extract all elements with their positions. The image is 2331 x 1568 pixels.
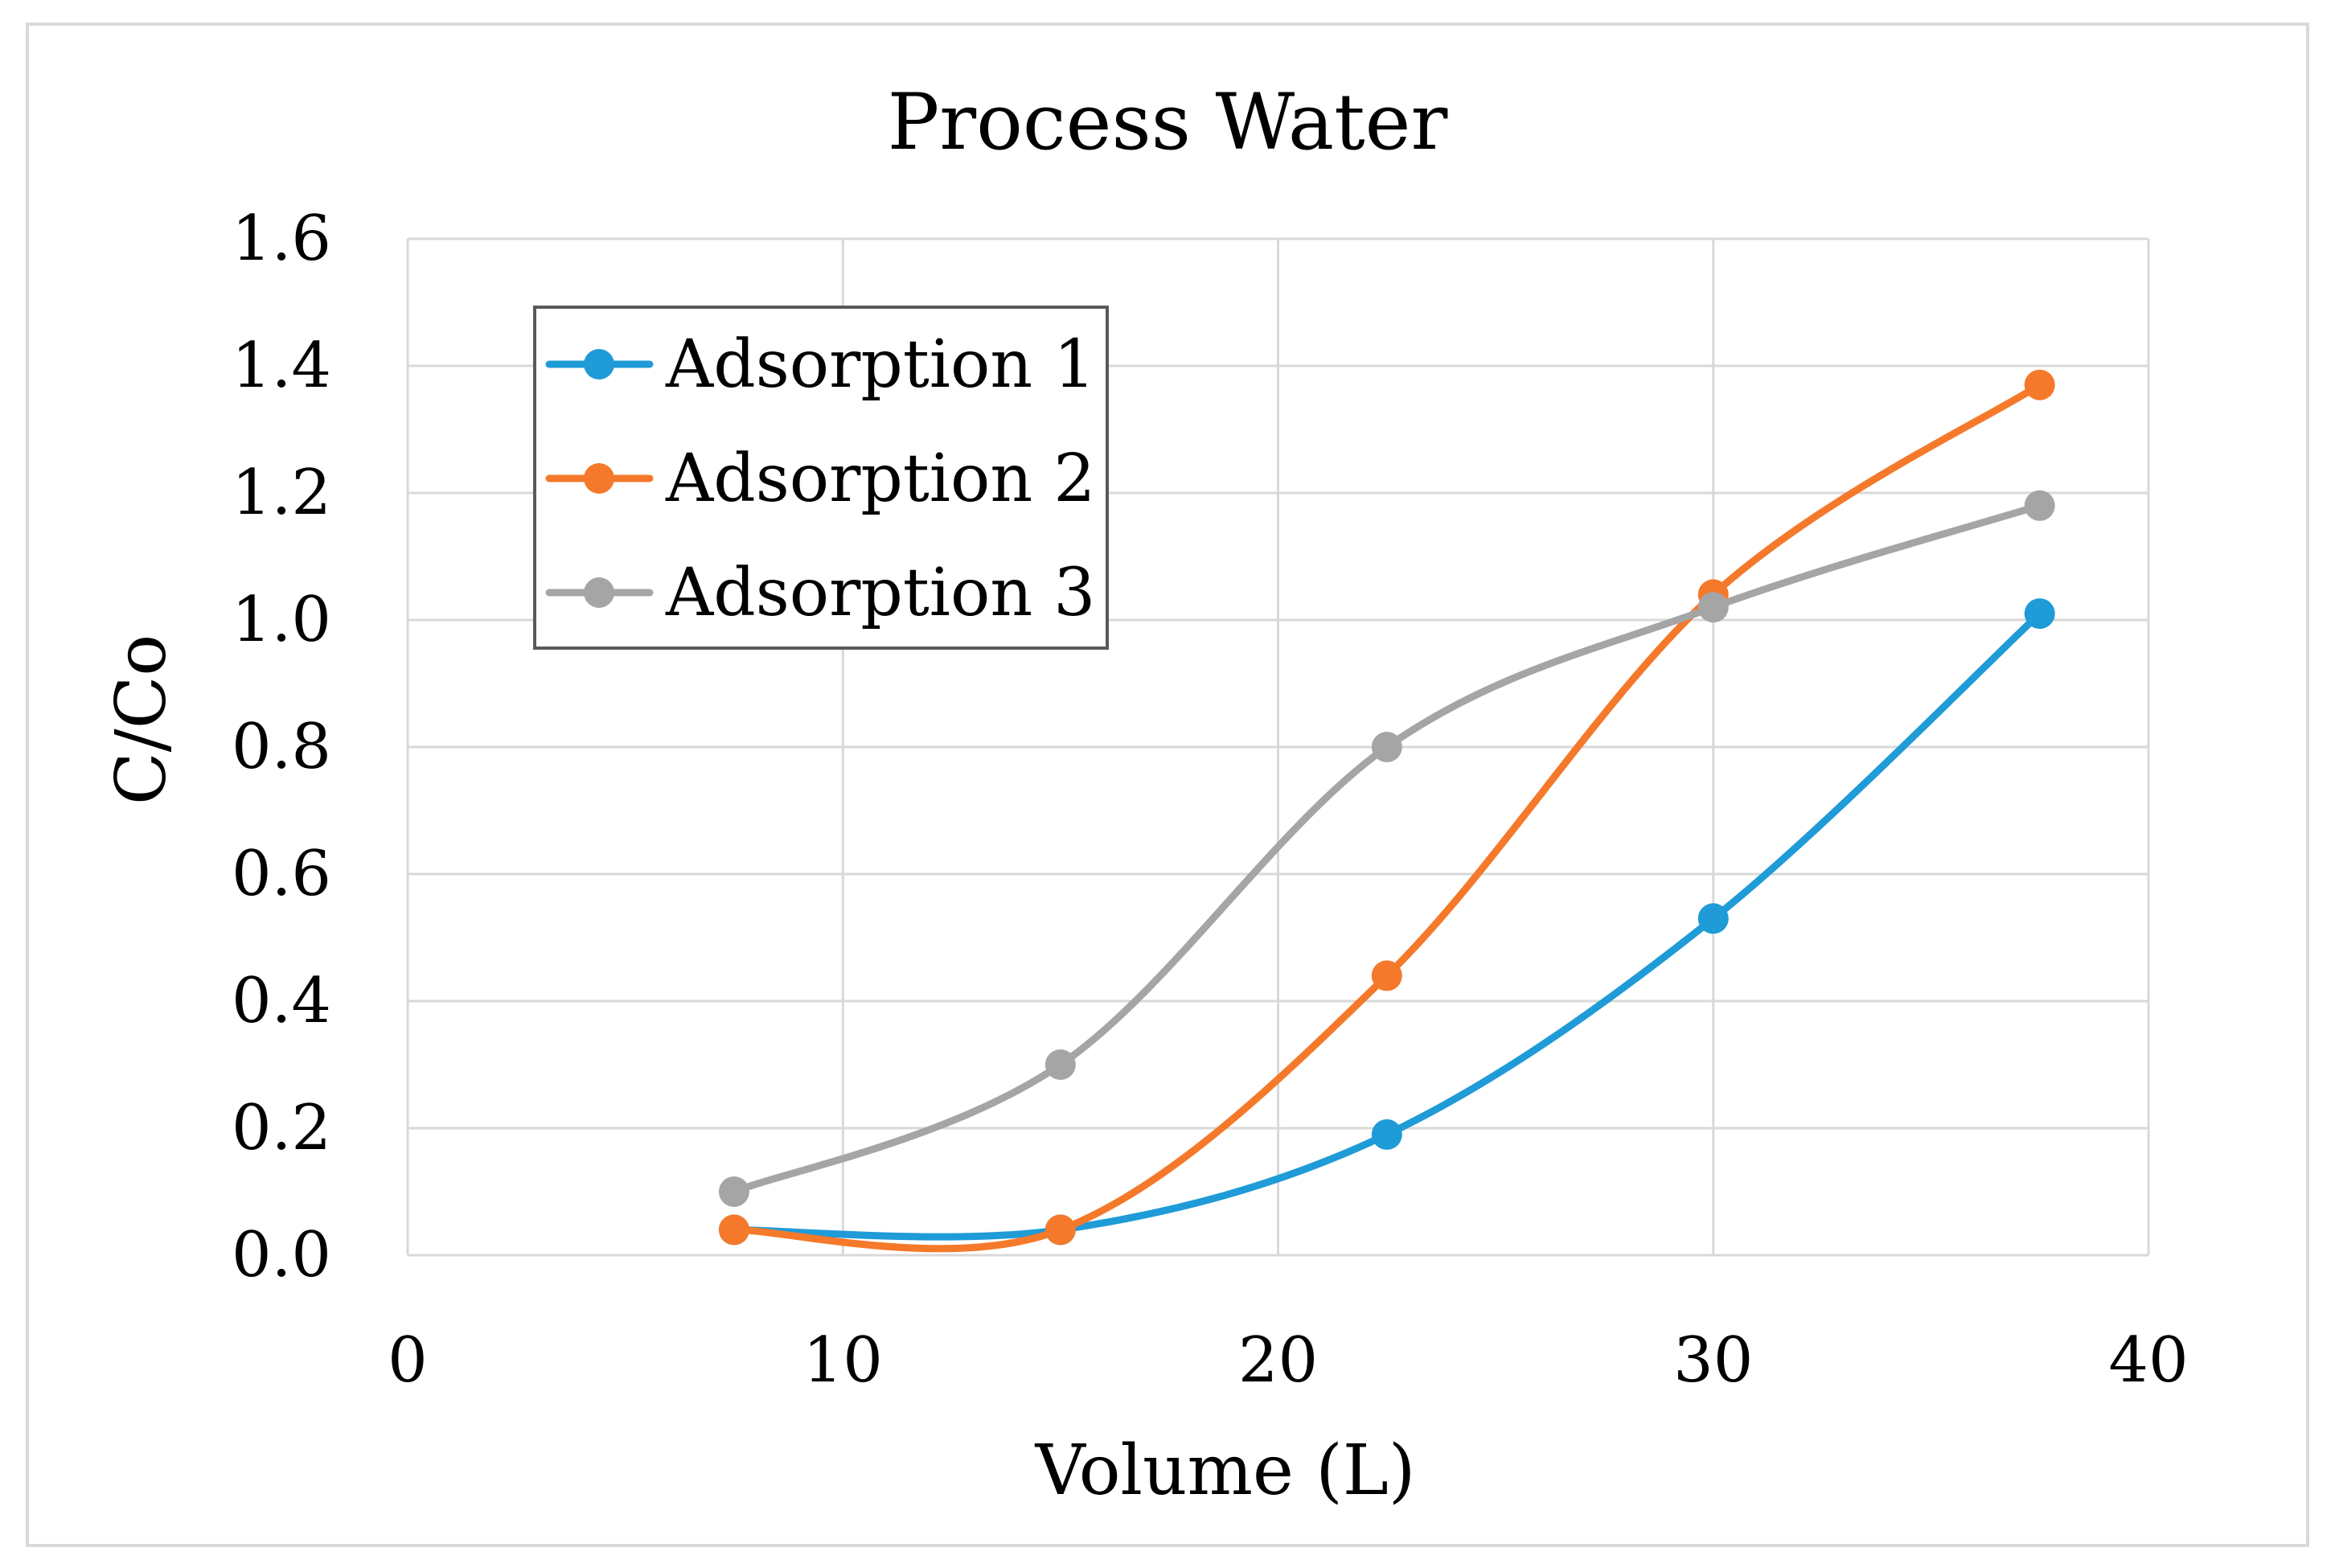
x-tick-label: 10 bbox=[803, 1324, 883, 1397]
chart-outer-frame bbox=[26, 23, 2309, 1547]
x-tick-label: 40 bbox=[2108, 1324, 2188, 1397]
x-tick-label: 20 bbox=[1238, 1324, 1318, 1397]
y-tick-label: 1.4 bbox=[232, 330, 331, 402]
series-line bbox=[730, 381, 2044, 1253]
data-point bbox=[1371, 1119, 1402, 1150]
y-tick-label: 1.0 bbox=[232, 584, 331, 656]
y-tick-label: 1.2 bbox=[232, 457, 331, 529]
data-point bbox=[2024, 369, 2055, 400]
legend-entry: Adsorption 2 bbox=[545, 441, 1095, 517]
data-point bbox=[1371, 960, 1402, 991]
legend-entry: Adsorption 3 bbox=[545, 555, 1095, 631]
legend-label: Adsorption 3 bbox=[665, 555, 1095, 631]
x-axis-label: Volume (L) bbox=[1035, 1430, 1416, 1511]
y-tick-label: 0.0 bbox=[232, 1219, 331, 1291]
legend-swatch-marker bbox=[584, 577, 614, 608]
y-tick-label: 0.4 bbox=[232, 965, 331, 1037]
x-tick-label: 30 bbox=[1673, 1324, 1753, 1397]
legend-entries: Adsorption 1 Adsorption 2 Adsorption 3 bbox=[545, 326, 1095, 631]
legend-swatch-marker bbox=[584, 463, 614, 494]
series-3 bbox=[718, 490, 2055, 1207]
data-point bbox=[718, 1214, 749, 1246]
legend-entry: Adsorption 1 bbox=[545, 326, 1095, 403]
y-tick-label: 0.2 bbox=[232, 1092, 331, 1164]
data-point bbox=[1371, 732, 1402, 762]
data-point bbox=[718, 1176, 749, 1207]
data-point bbox=[1044, 1214, 1076, 1246]
data-point bbox=[2024, 490, 2055, 521]
legend-label: Adsorption 2 bbox=[665, 441, 1095, 517]
series-layer bbox=[718, 369, 2055, 1253]
series-line bbox=[730, 610, 2044, 1241]
series-line bbox=[730, 502, 2044, 1196]
x-tick-label: 0 bbox=[388, 1324, 428, 1397]
tick-labels: 0.0 0.2 0.4 0.6 0.8 1.0 1.2 1.4 1.6 0 10 20 30 40 bbox=[232, 203, 2189, 1397]
y-tick-label: 1.6 bbox=[232, 203, 331, 275]
y-tick-label: 0.8 bbox=[232, 711, 331, 783]
legend-label: Adsorption 1 bbox=[665, 326, 1095, 403]
y-axis-label: C/Co bbox=[101, 634, 182, 805]
data-point bbox=[1697, 903, 1729, 934]
legend-swatch-marker bbox=[584, 349, 614, 380]
data-point bbox=[1697, 592, 1729, 623]
chart-title: Process Water bbox=[888, 77, 1448, 167]
data-point bbox=[1044, 1049, 1076, 1080]
data-point bbox=[2024, 598, 2055, 630]
legend: Adsorption 1 Adsorption 2 Adsorption 3 bbox=[533, 306, 1109, 650]
y-tick-label: 0.6 bbox=[232, 838, 331, 910]
